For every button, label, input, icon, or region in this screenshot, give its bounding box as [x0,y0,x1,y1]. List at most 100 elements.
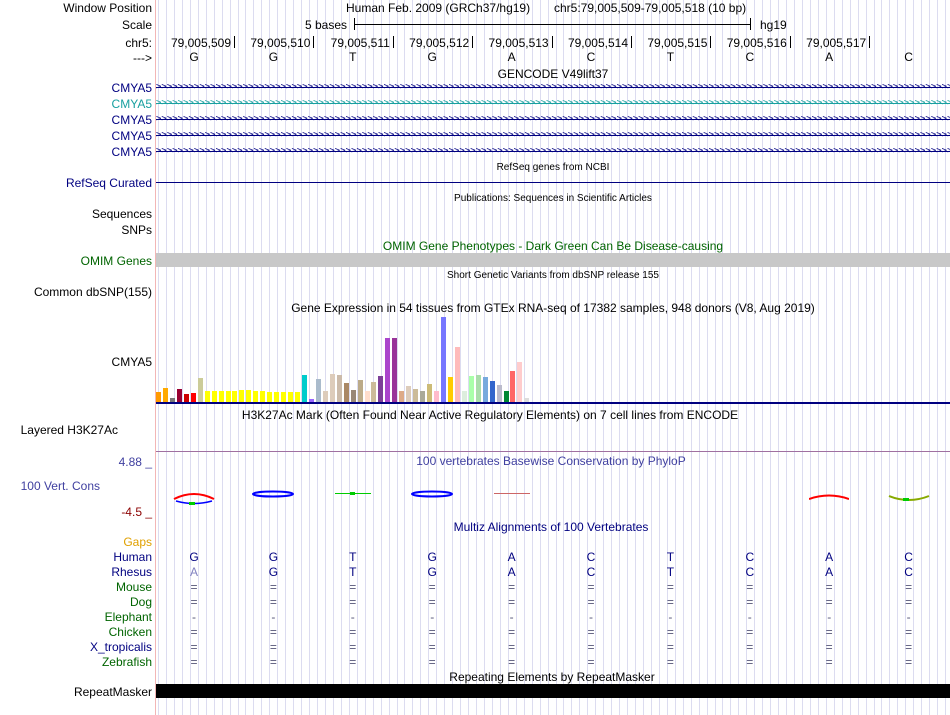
gtex-tissue-bar[interactable] [162,388,168,402]
gencode-track-label[interactable]: CMYA5 [111,145,152,159]
gtex-tissue-bar[interactable] [447,377,453,402]
gtex-tissue-bar[interactable] [329,374,335,402]
gtex-tissue-bar[interactable] [517,362,523,402]
omim-label[interactable]: OMIM Genes [80,254,152,268]
species-label[interactable]: X_tropicalis [89,640,152,654]
gtex-label[interactable]: CMYA5 [111,355,152,369]
gtex-tissue-bar[interactable] [260,391,266,402]
gtex-tissue-bar[interactable] [190,393,196,402]
refseq-gene-line[interactable] [156,182,950,183]
gtex-tissue-bar[interactable] [301,375,307,402]
refseq-label[interactable]: RefSeq Curated [65,176,152,190]
gencode-track-label[interactable]: CMYA5 [111,113,152,127]
species-label[interactable]: Mouse [115,580,152,594]
gtex-bar-chart[interactable] [156,316,536,402]
gtex-tissue-bar[interactable] [218,391,224,402]
species-label[interactable]: Dog [129,595,152,609]
gtex-tissue-bar[interactable] [274,392,280,402]
gtex-tissue-bar[interactable] [475,375,481,402]
gtex-tissue-bar[interactable] [489,381,495,402]
gtex-tissue-bar[interactable] [315,379,321,402]
gtex-tissue-bar[interactable] [371,382,377,402]
gtex-tissue-bar[interactable] [427,384,433,402]
species-label[interactable]: Elephant [104,610,152,624]
gencode-transcript[interactable]: >>>>>>>>>>>>>>>>>>>>>>>>>>>>>>>>>>>>>>>>… [156,131,950,139]
gtex-tissue-bar[interactable] [253,391,259,402]
cons-label[interactable]: 100 Vert. Cons [20,479,100,493]
gtex-tissue-bar[interactable] [225,391,231,402]
alignment-base: = [746,655,754,669]
gtex-tissue-bar[interactable] [232,391,238,402]
gtex-tissue-bar[interactable] [308,399,314,402]
gaps-label[interactable]: Gaps [123,535,152,549]
gtex-tissue-bar[interactable] [204,391,210,402]
gencode-transcript[interactable]: >>>>>>>>>>>>>>>>>>>>>>>>>>>>>>>>>>>>>>>>… [156,99,950,107]
grid-line [165,0,167,715]
gtex-tissue-bar[interactable] [288,392,294,402]
sequences-label[interactable]: Sequences [91,207,152,221]
gencode-track-label[interactable]: CMYA5 [111,129,152,143]
gtex-tissue-bar[interactable] [246,390,252,402]
phylop-score-mark[interactable] [410,487,454,498]
gtex-tissue-bar[interactable] [322,391,328,402]
gtex-tissue-bar[interactable] [503,391,509,402]
gtex-tissue-bar[interactable] [343,383,349,402]
dbsnp-label[interactable]: Common dbSNP(155) [33,285,152,299]
gtex-tissue-bar[interactable] [267,392,273,402]
omim-gene-bar[interactable] [156,253,950,267]
gtex-tissue-bar[interactable] [392,338,398,402]
gtex-tissue-bar[interactable] [399,391,405,402]
gtex-tissue-bar[interactable] [364,391,370,402]
gtex-tissue-bar[interactable] [468,376,474,402]
gtex-tissue-bar[interactable] [440,317,446,402]
phylop-score-mark[interactable] [808,489,850,500]
species-label[interactable]: Human [113,550,152,564]
gencode-transcript[interactable]: >>>>>>>>>>>>>>>>>>>>>>>>>>>>>>>>>>>>>>>>… [156,147,950,155]
gtex-tissue-bar[interactable] [211,391,217,402]
gtex-tissue-bar[interactable] [434,391,439,402]
species-label[interactable]: Rhesus [111,565,152,579]
gtex-tissue-bar[interactable] [524,398,530,402]
grid-line [666,0,668,715]
gtex-tissue-bar[interactable] [378,376,384,402]
gtex-tissue-bar[interactable] [183,394,189,402]
alignment-base: = [190,595,198,609]
gtex-tissue-bar[interactable] [482,377,488,402]
h3k27ac-label[interactable]: Layered H3K27Ac [20,423,118,437]
gtex-tissue-bar[interactable] [406,386,412,402]
gtex-tissue-bar[interactable] [197,378,203,402]
gtex-tissue-bar[interactable] [496,385,502,402]
track-area[interactable]: Human Feb. 2009 (GRCh37/hg19) chr5:79,00… [156,0,950,715]
gtex-tissue-bar[interactable] [510,371,516,402]
species-label[interactable]: Zebrafish [101,655,152,669]
gencode-transcript[interactable]: >>>>>>>>>>>>>>>>>>>>>>>>>>>>>>>>>>>>>>>>… [156,83,950,91]
gtex-tissue-bar[interactable] [176,389,182,402]
gtex-tissue-bar[interactable] [413,389,419,402]
snps-label[interactable]: SNPs [121,223,152,237]
gencode-track-label[interactable]: CMYA5 [111,81,152,95]
gtex-tissue-bar[interactable] [169,398,175,402]
gencode-track-label[interactable]: CMYA5 [111,97,152,111]
gtex-tissue-bar[interactable] [461,391,467,402]
gtex-tissue-bar[interactable] [350,390,356,402]
repeatmasker-bar[interactable] [156,684,950,698]
gtex-tissue-bar[interactable] [454,347,460,402]
gtex-tissue-bar[interactable] [420,391,426,402]
phylop-score-mark[interactable] [172,492,216,506]
gtex-tissue-bar[interactable] [156,392,161,402]
gtex-tissue-bar[interactable] [385,338,391,402]
alignment-base: = [349,655,357,669]
species-label[interactable]: Chicken [108,625,152,639]
gtex-tissue-bar[interactable] [336,375,342,402]
gtex-tissue-bar[interactable] [281,392,287,402]
gtex-tissue-bar[interactable] [357,380,363,402]
phylop-score-mark[interactable] [251,487,295,498]
phylop-score-mark[interactable] [334,492,371,495]
gencode-transcript[interactable]: >>>>>>>>>>>>>>>>>>>>>>>>>>>>>>>>>>>>>>>>… [156,115,950,123]
repeatmasker-label[interactable]: RepeatMasker [73,685,152,699]
gtex-tissue-bar[interactable] [239,390,245,402]
gtex-tissue-bar[interactable] [295,392,300,402]
grid-line [579,0,581,715]
phylop-score-mark[interactable] [887,492,931,504]
phylop-score-mark[interactable] [493,493,530,494]
